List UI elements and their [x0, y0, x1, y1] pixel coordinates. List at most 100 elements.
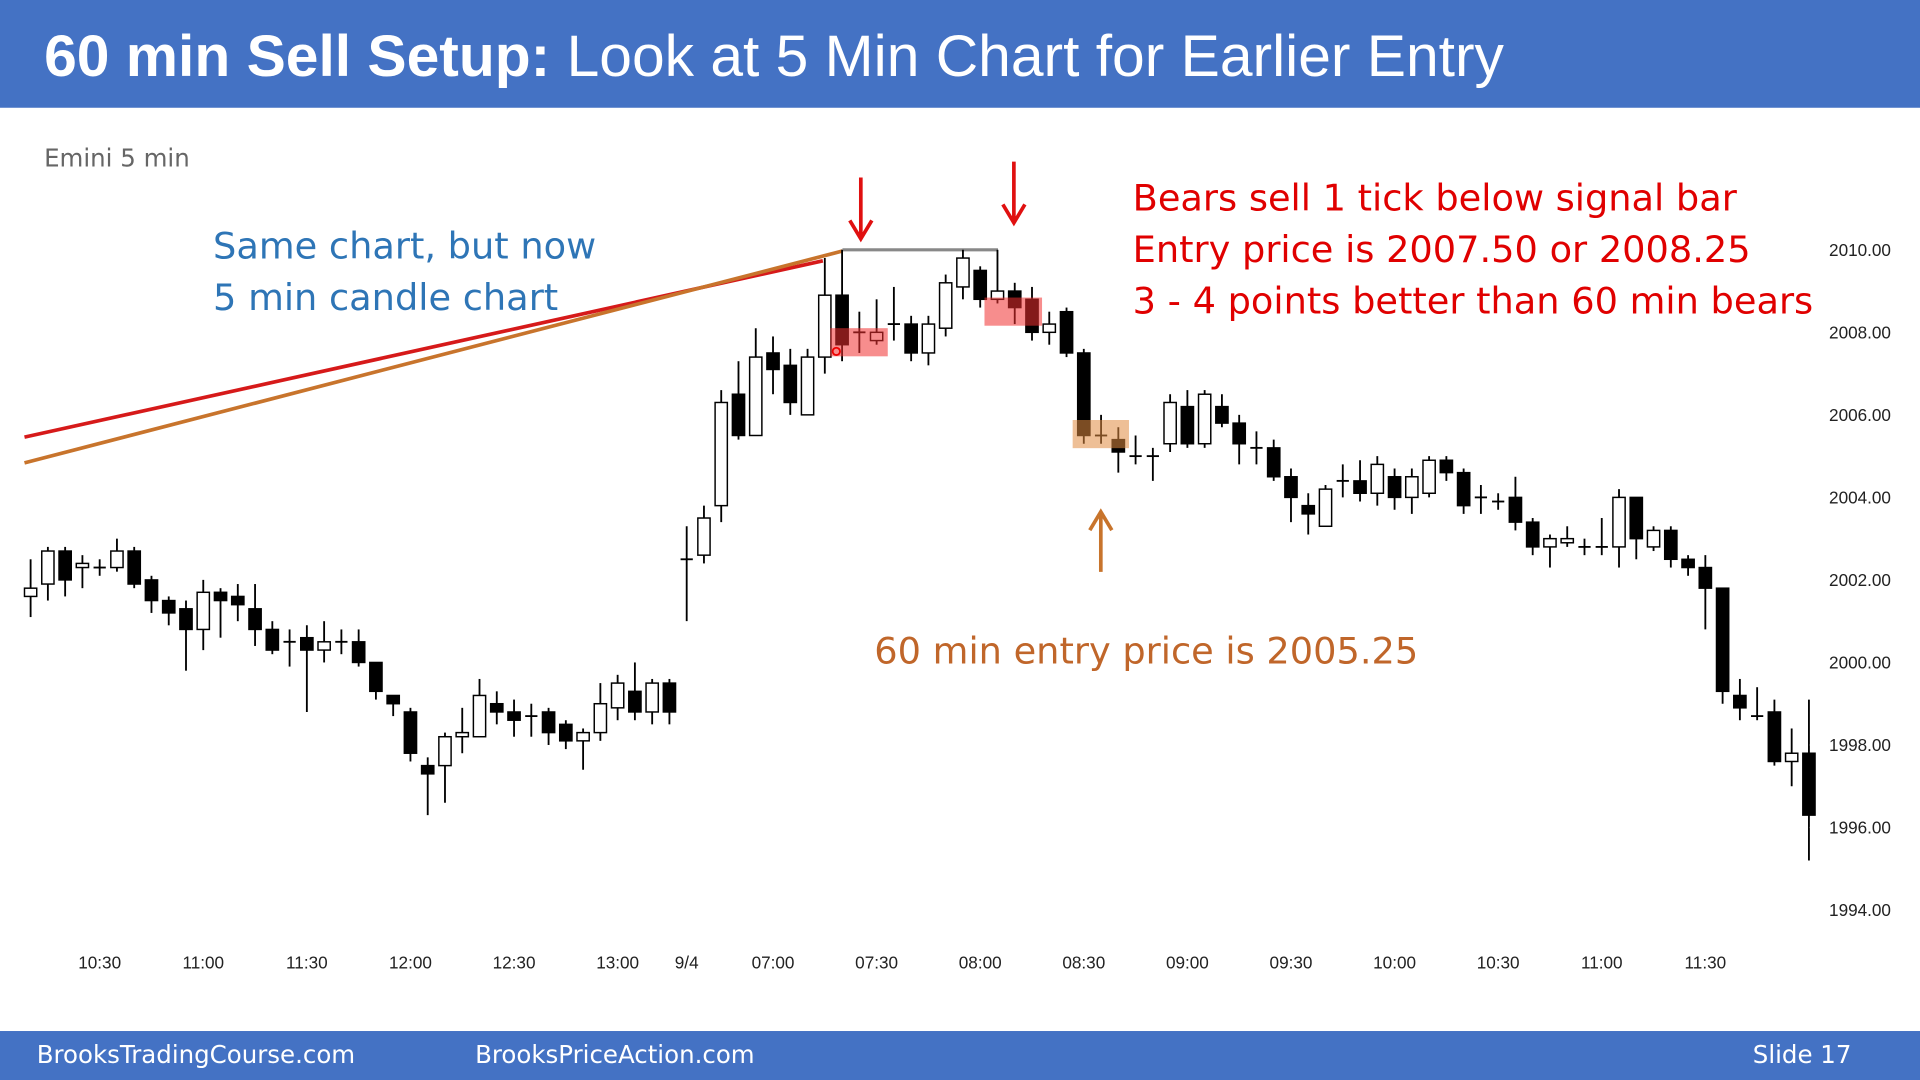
candle-body	[1059, 310, 1074, 354]
candle-body	[420, 764, 435, 775]
x-tick-label: 08:00	[959, 953, 1002, 973]
y-tick-label: 2008.00	[1829, 322, 1891, 342]
candle-body	[1508, 496, 1523, 523]
arrows	[848, 161, 1027, 243]
candle-body	[697, 517, 711, 556]
candle-body	[1301, 504, 1316, 515]
candle-body	[489, 702, 504, 713]
candle-body	[1318, 488, 1333, 528]
candle-body	[956, 257, 970, 288]
trend-line-orange	[24, 249, 843, 465]
marker	[831, 346, 841, 357]
signal-highlight	[830, 328, 888, 357]
footer-band	[0, 1031, 1920, 1080]
candle-body	[1767, 711, 1782, 763]
x-tick-label: 07:00	[752, 953, 795, 973]
candle-body	[541, 711, 556, 734]
candle-body	[1629, 496, 1644, 540]
candle-body	[230, 595, 245, 606]
candle-body	[386, 694, 401, 705]
x-tick-label: 12:00	[389, 953, 432, 973]
candle-body	[558, 723, 573, 742]
candle-body	[714, 401, 729, 507]
candle-body	[1802, 752, 1816, 816]
candle-body	[1232, 422, 1247, 445]
candle-body	[1266, 447, 1281, 478]
footer-right: Slide 17	[1753, 1040, 1852, 1069]
candle-body	[110, 550, 124, 569]
candle-body	[766, 352, 780, 371]
candle-body	[1560, 537, 1575, 544]
x-tick-label: 09:30	[1270, 953, 1313, 973]
candle-body	[1439, 459, 1454, 474]
x-tick-label: 11:00	[182, 953, 224, 973]
candle-body	[1456, 471, 1471, 507]
candle-body	[507, 711, 521, 721]
y-tick-label: 1994.00	[1829, 900, 1891, 920]
arrow-up	[1088, 508, 1114, 572]
note-orange: 60 min entry price is 2005.25	[874, 630, 1418, 673]
candle-body	[144, 579, 159, 602]
note-blue: Same chart, but now	[213, 224, 596, 267]
candle-body	[213, 591, 228, 602]
y-tick-label: 2000.00	[1829, 653, 1891, 673]
candle-body	[369, 661, 383, 693]
y-tick-label: 2006.00	[1829, 405, 1891, 425]
candle-body	[783, 364, 798, 404]
candle-body	[1784, 752, 1799, 763]
candle-body	[23, 587, 38, 598]
candle-body	[1370, 463, 1385, 494]
candle-body	[1042, 323, 1057, 334]
candle-body	[593, 702, 608, 734]
candle-body	[1353, 480, 1367, 494]
candle-body	[265, 628, 280, 651]
x-tick-label: 13:00	[596, 953, 639, 973]
candle-body	[1543, 537, 1557, 548]
candle-body	[1387, 476, 1402, 499]
candle-body	[1422, 459, 1436, 494]
y-tick-label: 2010.00	[1829, 240, 1891, 260]
signal-highlight	[984, 297, 1043, 326]
candles	[23, 249, 1816, 861]
candle-body	[127, 550, 142, 585]
candle-body	[58, 550, 73, 581]
candle-body	[938, 282, 953, 329]
candle-body	[973, 269, 988, 301]
header-band	[0, 0, 1920, 108]
x-tick-label: 10:30	[1477, 953, 1520, 973]
y-tick-label: 2002.00	[1829, 570, 1891, 590]
candle-body	[817, 294, 832, 358]
candle-body	[1681, 558, 1695, 569]
x-tick-label: 09:00	[1166, 953, 1209, 973]
arrow-down	[848, 177, 874, 243]
candle-body	[1180, 405, 1195, 445]
y-tick-label: 1998.00	[1829, 735, 1891, 755]
candle-body	[1612, 496, 1626, 548]
candle-body	[921, 323, 936, 354]
candle-body	[1715, 587, 1730, 693]
x-tick-label: 10:00	[1373, 953, 1416, 973]
candle-body	[1525, 521, 1540, 548]
candle-body	[1215, 405, 1229, 424]
candle-body	[438, 735, 452, 767]
note-red: Bears sell 1 tick below signal bar	[1133, 177, 1738, 220]
candle-body	[1163, 401, 1177, 445]
candle-body	[196, 591, 211, 631]
candle-body	[75, 562, 90, 569]
x-tick-label: 10:30	[78, 953, 121, 973]
y-tick-label: 2004.00	[1829, 488, 1891, 508]
note-blue: 5 min candle chart	[213, 276, 558, 319]
candle-body	[1733, 694, 1747, 709]
x-tick-label: 11:30	[1685, 953, 1727, 973]
candle-body	[645, 682, 660, 713]
candle-body	[472, 694, 487, 738]
note-red: 3 - 4 points better than 60 min bears	[1133, 279, 1814, 322]
candle-body	[800, 356, 815, 416]
candle-body	[731, 393, 746, 437]
candle-body	[351, 641, 366, 664]
candle-body	[1698, 566, 1713, 589]
slide-title: 60 min Sell Setup: Look at 5 Min Chart f…	[44, 24, 1504, 89]
candle-body	[161, 599, 176, 614]
candle-body	[1197, 393, 1212, 445]
